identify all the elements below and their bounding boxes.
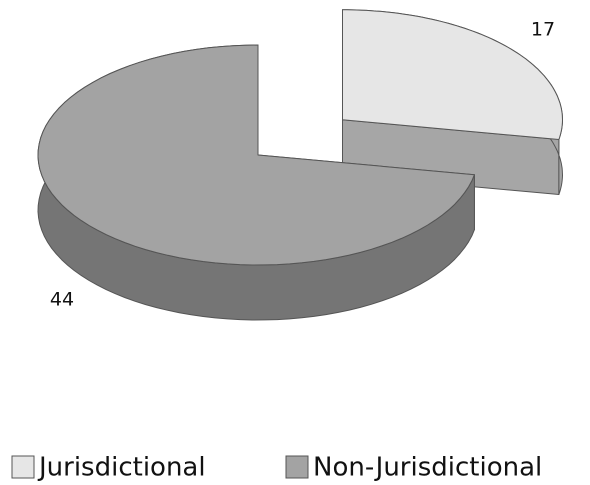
legend-swatch [11,455,35,479]
slice-top [342,9,563,140]
slice-top [37,44,475,266]
legend-swatch [285,455,309,479]
data-label: 17 [531,19,555,41]
legend-label: Non-Jurisdictional [313,453,542,483]
legend-label: Jurisdictional [37,453,206,483]
slice [37,44,475,321]
data-label: 44 [50,289,74,311]
